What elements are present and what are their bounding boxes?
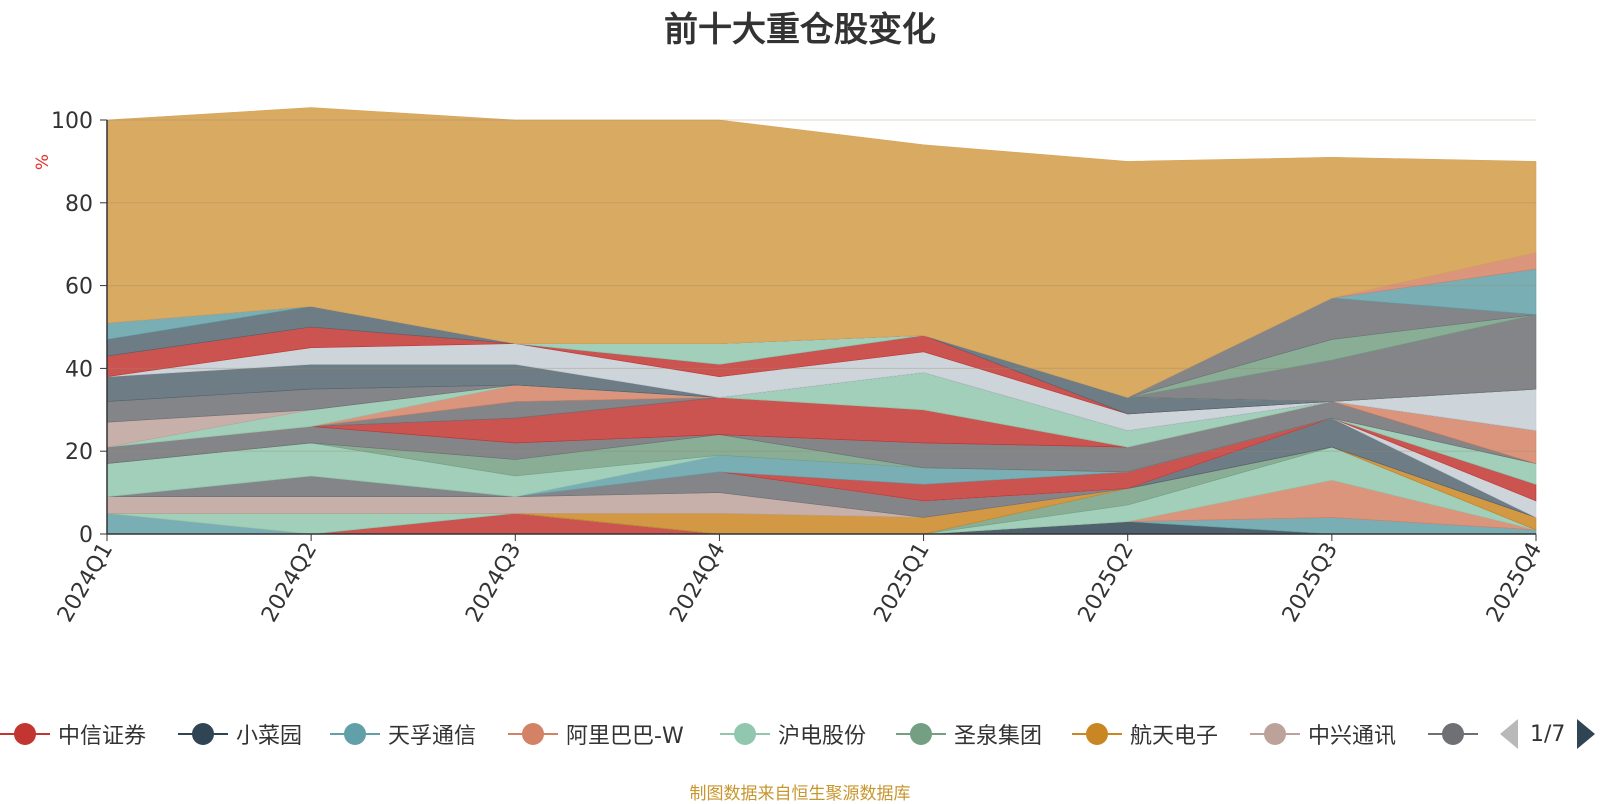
y-tick-label: 40 bbox=[65, 357, 93, 382]
legend-item[interactable]: 天孚通信 bbox=[330, 716, 476, 752]
gridlines bbox=[107, 119, 1536, 452]
legend-item[interactable]: 中信证券 bbox=[0, 716, 146, 752]
legend-label: 沪电股份 bbox=[778, 724, 867, 749]
x-tick-label: 2025Q2 bbox=[1074, 539, 1139, 627]
legend-marker-icon bbox=[1072, 716, 1122, 752]
y-tick-label: 60 bbox=[65, 275, 93, 300]
legend-pager: 1/7 bbox=[1500, 716, 1596, 752]
legend-label: 航天电子 bbox=[1130, 724, 1219, 749]
legend-item[interactable]: 圣泉集团 bbox=[896, 716, 1042, 752]
legend-item[interactable]: 沪电股份 bbox=[720, 716, 866, 752]
legend-marker-icon bbox=[1428, 716, 1478, 752]
x-tick-label: 2024Q3 bbox=[461, 539, 526, 627]
legend-marker-icon bbox=[1250, 716, 1300, 752]
y-axis: 0 20 40 60 80 100 bbox=[51, 109, 108, 548]
legend-item[interactable]: 阿里巴巴-W bbox=[508, 716, 684, 752]
legend-next-page-icon[interactable] bbox=[1577, 719, 1596, 749]
legend-label: 天孚通信 bbox=[388, 724, 477, 749]
legend-page-indicator: 1/7 bbox=[1530, 721, 1566, 747]
data-source-note: 制图数据来自恒生聚源数据库 bbox=[689, 784, 911, 804]
legend-label: 中兴通讯 bbox=[1308, 724, 1397, 749]
x-tick-label: 2025Q4 bbox=[1482, 539, 1547, 627]
x-tick-label: 2024Q2 bbox=[257, 539, 322, 627]
y-tick-label: 100 bbox=[51, 109, 93, 134]
legend-marker-icon bbox=[330, 716, 380, 752]
legend-item[interactable]: 航天电子 bbox=[1072, 716, 1218, 752]
x-axis: 2024Q1 2024Q2 2024Q3 2024Q4 2025Q1 2025Q2 2025… bbox=[53, 533, 1547, 627]
legend-marker-icon bbox=[508, 716, 558, 752]
legend-marker-icon bbox=[720, 716, 770, 752]
area-series-33 bbox=[106, 107, 1537, 398]
legend-label: 小菜园 bbox=[236, 724, 303, 749]
legend-item[interactable]: 中兴通讯 bbox=[1250, 716, 1396, 752]
chart-title: 前十大重仓股变化 bbox=[664, 10, 936, 50]
y-tick-label: 80 bbox=[65, 192, 93, 217]
x-tick-label: 2025Q1 bbox=[869, 539, 934, 627]
x-tick-label: 2025Q3 bbox=[1278, 539, 1343, 627]
x-tick-label: 2024Q4 bbox=[665, 539, 730, 627]
legend-item[interactable] bbox=[1428, 716, 1478, 752]
legend-label: 阿里巴巴-W bbox=[566, 724, 684, 749]
legend-label: 中信证券 bbox=[58, 724, 147, 749]
legend-marker-icon bbox=[896, 716, 946, 752]
legend-marker-icon bbox=[178, 716, 228, 752]
legend-label: 圣泉集团 bbox=[954, 724, 1043, 749]
y-tick-label: 20 bbox=[65, 440, 93, 465]
legend-item[interactable]: 小菜园 bbox=[178, 716, 302, 752]
x-tick-label: 2024Q1 bbox=[53, 539, 118, 627]
area-series-group bbox=[106, 107, 1537, 535]
legend: 中信证券 小菜园 天孚通信 阿里巴巴-W 沪电股份 圣泉集团 航天电子 中兴通讯 bbox=[0, 716, 1600, 752]
y-tick-label: 0 bbox=[79, 523, 93, 548]
legend-prev-page-icon[interactable] bbox=[1500, 719, 1518, 749]
y-axis-label: % bbox=[33, 154, 53, 170]
legend-marker-icon bbox=[0, 716, 50, 752]
